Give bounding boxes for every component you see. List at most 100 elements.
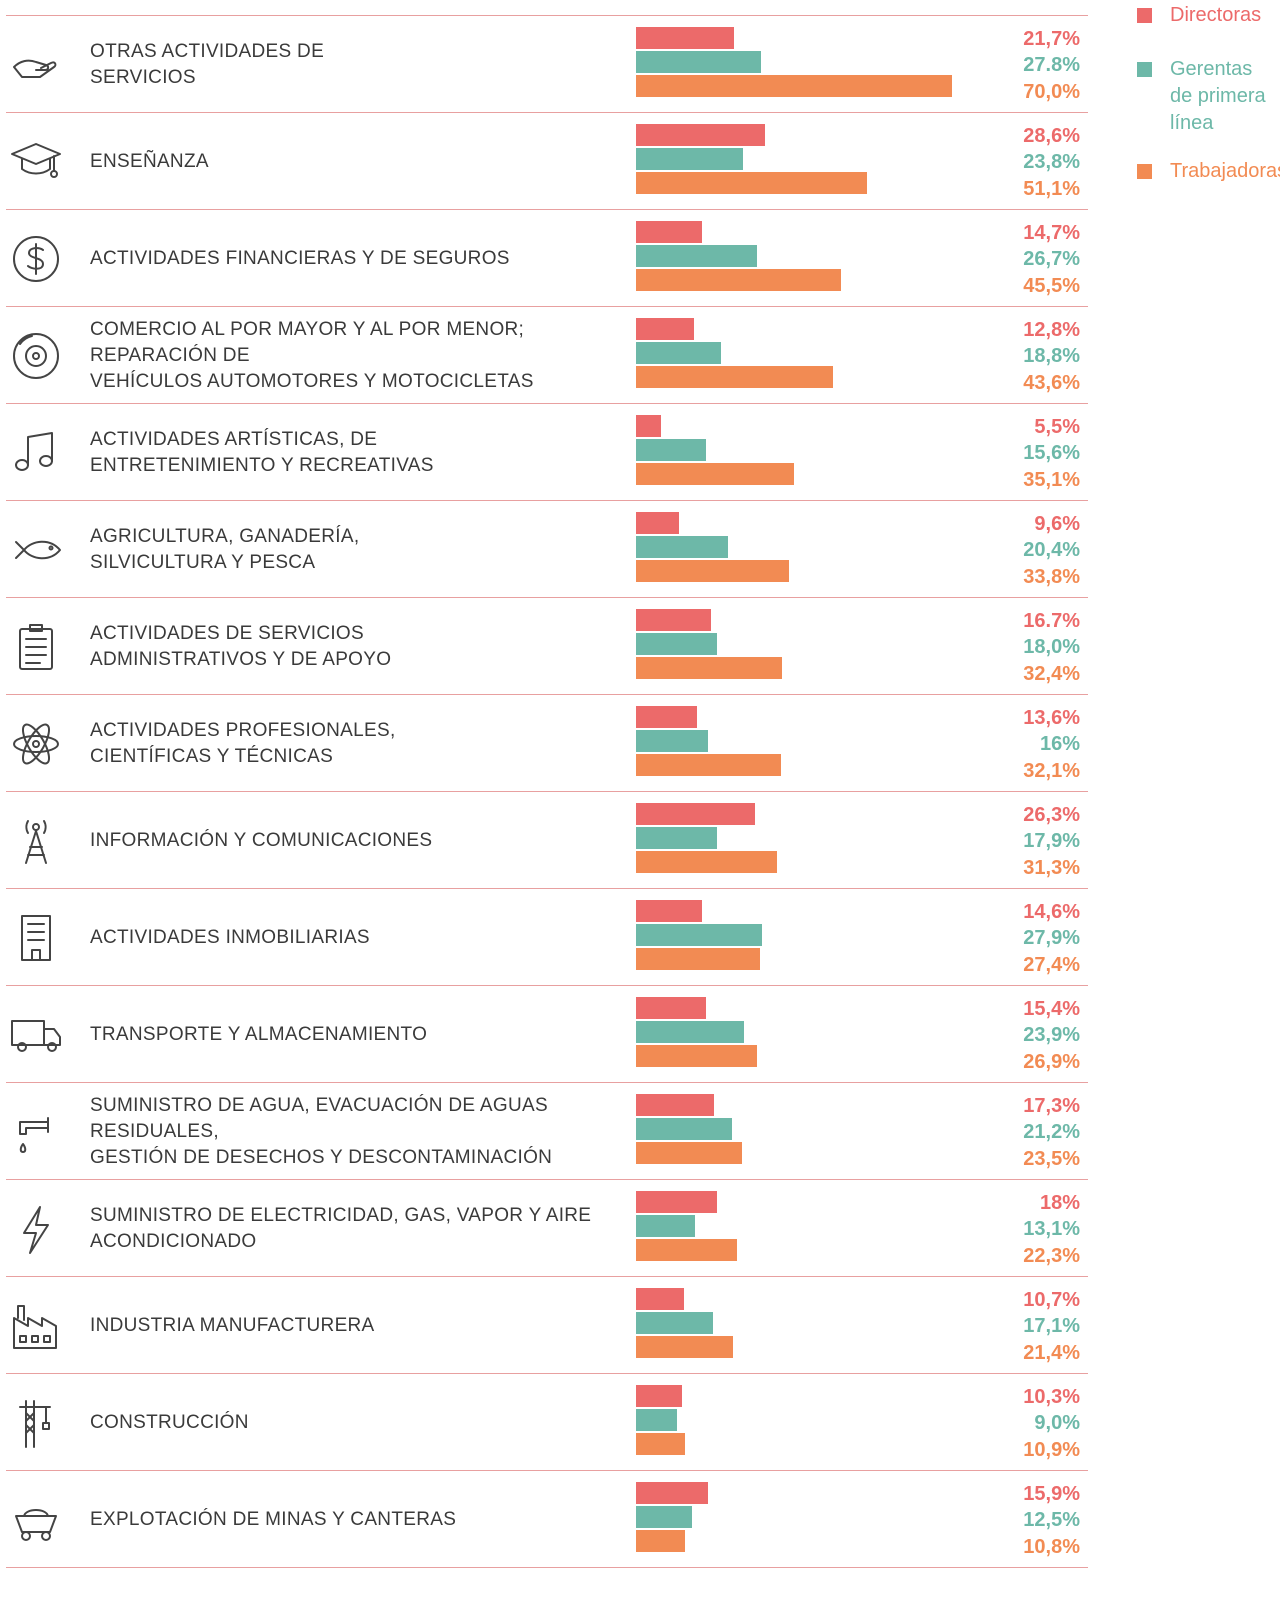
data-label: 18%	[1039, 1192, 1080, 1214]
category-label: ACTIVIDADES INMOBILIARIAS	[90, 927, 370, 948]
bar-trabajadoras	[636, 1336, 733, 1358]
row-divider	[6, 403, 1088, 404]
brake-disc-icon	[6, 326, 66, 386]
bar-trabajadoras	[636, 948, 760, 970]
bar-gerentas	[636, 1021, 744, 1043]
data-label: 33,8%	[1023, 566, 1080, 588]
bar-gerentas	[636, 827, 717, 849]
data-label: 27.8%	[1023, 54, 1080, 76]
data-label: 10,9%	[1023, 1439, 1080, 1461]
legend-swatch	[1137, 62, 1152, 77]
bar-trabajadoras	[636, 851, 778, 873]
data-label: 18,8%	[1023, 345, 1080, 367]
data-label: 17,1%	[1023, 1315, 1080, 1337]
bar-gerentas	[636, 148, 744, 170]
legend-swatch	[1137, 8, 1152, 23]
data-label: 35,1%	[1023, 469, 1080, 491]
bar-gerentas	[636, 633, 718, 655]
bar-trabajadoras	[636, 657, 783, 679]
data-label: 27,4%	[1023, 954, 1080, 976]
legend-label: Directoras	[1170, 4, 1262, 26]
data-label: 43,6%	[1023, 372, 1080, 394]
table-row: ACTIVIDADES DE SERVICIOS ADMINISTRATIVOS…	[0, 597, 1090, 697]
bar-directoras	[636, 1094, 715, 1116]
bar-gerentas	[636, 342, 721, 364]
data-label: 28,6%	[1023, 125, 1080, 147]
data-label: 26,7%	[1023, 248, 1080, 270]
row-divider	[6, 694, 1088, 695]
data-label: 9,0%	[1034, 1412, 1080, 1434]
bar-directoras	[636, 900, 702, 922]
row-divider	[6, 1470, 1088, 1471]
data-label: 14,7%	[1023, 222, 1080, 244]
fish-icon	[6, 520, 66, 580]
table-row: ENSEÑANZA 28,6% 23,8% 51,1%	[0, 112, 1090, 212]
row-divider	[6, 1276, 1088, 1277]
table-row: INDUSTRIA MANUFACTURERA 10,7% 17,1% 21,4%	[0, 1276, 1090, 1376]
building-icon	[6, 908, 66, 968]
bar-trabajadoras	[636, 1045, 758, 1067]
bar-gerentas	[636, 1312, 714, 1334]
row-divider	[6, 1179, 1088, 1180]
bar-directoras	[636, 512, 680, 534]
bar-trabajadoras	[636, 1433, 686, 1455]
category-label: AGRICULTURA, GANADERÍA, SILVICULTURA Y P…	[90, 526, 360, 573]
bar-trabajadoras	[636, 463, 795, 485]
bar-trabajadoras	[636, 172, 867, 194]
table-row: ACTIVIDADES PROFESIONALES, CIENTÍFICAS Y…	[0, 694, 1090, 794]
category-label: ACTIVIDADES PROFESIONALES, CIENTÍFICAS Y…	[90, 720, 396, 767]
category-label: INDUSTRIA MANUFACTURERA	[90, 1315, 375, 1336]
atom-icon	[6, 714, 66, 774]
row-divider	[6, 985, 1088, 986]
bar-gerentas	[636, 245, 757, 267]
row-divider	[6, 1082, 1088, 1083]
table-row: TRANSPORTE Y ALMACENAMIENTO 15,4% 23,9% 26,…	[0, 985, 1090, 1085]
bar-trabajadoras	[636, 75, 952, 97]
table-row: OTRAS ACTIVIDADES DE SERVICIOS 21,7% 27.8%…	[0, 15, 1090, 115]
table-row: SUMINISTRO DE AGUA, EVACUACIÓN DE AGUAS …	[0, 1082, 1090, 1182]
data-label: 9,6%	[1034, 513, 1080, 535]
bar-trabajadoras	[636, 1530, 685, 1552]
bar-trabajadoras	[636, 1239, 737, 1261]
data-label: 17,3%	[1023, 1095, 1080, 1117]
graduation-cap-icon	[6, 132, 66, 192]
bar-directoras	[636, 318, 694, 340]
table-row: INFORMACIÓN Y COMUNICACIONES 26,3% 17,9% 31…	[0, 791, 1090, 891]
data-label: 21,7%	[1023, 28, 1080, 50]
bar-gerentas	[636, 51, 762, 73]
faucet-icon	[6, 1102, 66, 1162]
data-label: 16%	[1039, 733, 1080, 755]
bar-trabajadoras	[636, 269, 842, 291]
data-label: 10,7%	[1023, 1289, 1080, 1311]
table-row: ACTIVIDADES FINANCIERAS Y DE SEGUROS 14,7…	[0, 209, 1090, 309]
category-label: CONSTRUCCIÓN	[90, 1412, 249, 1433]
data-label: 26,9%	[1023, 1051, 1080, 1073]
data-label: 13,1%	[1023, 1218, 1080, 1240]
mine-cart-icon	[6, 1490, 66, 1550]
row-divider	[6, 1373, 1088, 1374]
legend-swatch	[1137, 164, 1152, 179]
category-label: ENSEÑANZA	[90, 151, 209, 172]
row-divider	[6, 112, 1088, 113]
category-label: ACTIVIDADES ARTÍSTICAS, DE ENTRETENIMIEN…	[90, 429, 434, 476]
row-divider	[6, 791, 1088, 792]
data-label: 18,0%	[1023, 636, 1080, 658]
category-label: SUMINISTRO DE AGUA, EVACUACIÓN DE AGUAS …	[90, 1095, 553, 1168]
data-label: 32,1%	[1023, 760, 1080, 782]
hand-icon	[6, 35, 66, 95]
bar-gerentas	[636, 1118, 732, 1140]
bar-gerentas	[636, 924, 762, 946]
bar-directoras	[636, 221, 703, 243]
row-divider	[6, 597, 1088, 598]
category-label: EXPLOTACIÓN DE MINAS Y CANTERAS	[90, 1509, 457, 1530]
data-label: 16.7%	[1023, 610, 1080, 632]
data-label: 21,2%	[1023, 1121, 1080, 1143]
data-label: 26,3%	[1023, 804, 1080, 826]
bar-directoras	[636, 609, 712, 631]
data-label: 15,4%	[1023, 998, 1080, 1020]
data-label: 10,8%	[1023, 1536, 1080, 1558]
data-label: 12,8%	[1023, 319, 1080, 341]
data-label: 23,8%	[1023, 151, 1080, 173]
data-label: 5,5%	[1034, 416, 1080, 438]
